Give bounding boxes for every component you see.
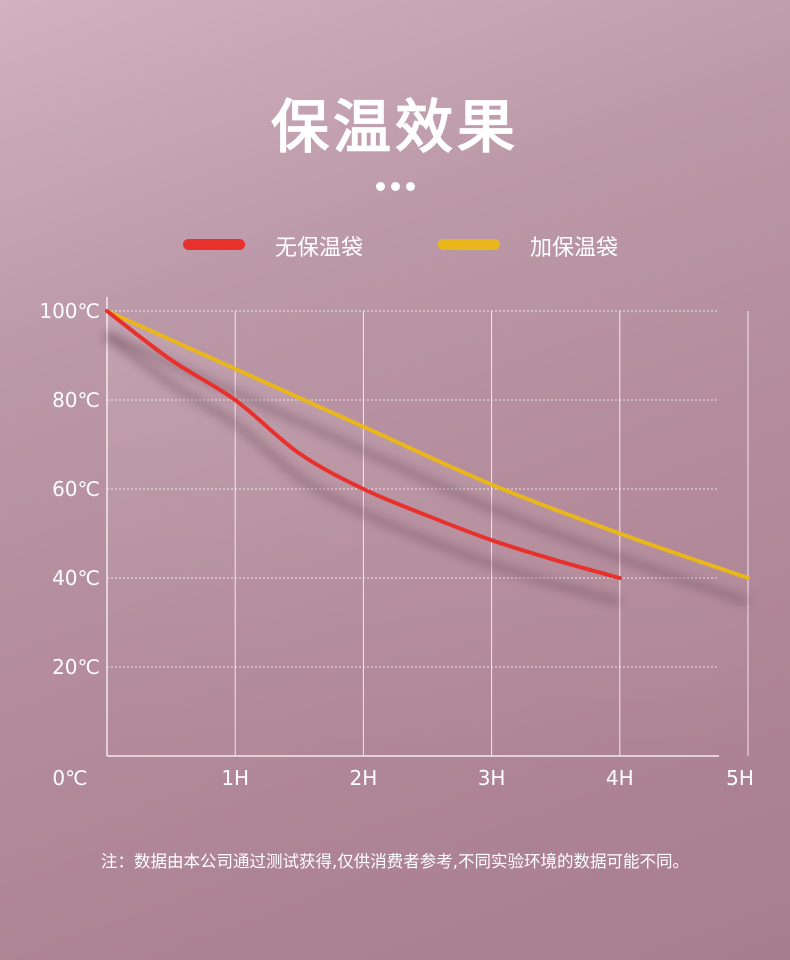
y-tick-label: 40℃ [52,566,100,590]
y-tick-label: 20℃ [52,655,100,679]
x-tick-label: 1H [221,766,249,790]
tick-labels: 20℃ 40℃ 60℃ 80℃ 100℃ 0℃ 1H 2H 3H 4H 5H [39,299,754,790]
footnote: 注：数据由本公司通过测试获得,仅供消费者参考,不同实验环境的数据可能不同。 [101,852,689,871]
y-tick-label: 60℃ [52,477,100,501]
x-tick-label: 3H [478,766,506,790]
legend-swatch-yellow [438,239,500,250]
series-shadow-0 [104,332,621,606]
x-tick-label: 4H [606,766,634,790]
series-line-0 [105,309,622,580]
dot [375,182,385,191]
area-wash [107,311,748,756]
dot [390,182,400,191]
chart-series [105,309,750,580]
x-tick-label: 5H [726,766,754,790]
series-shadow-1 [105,331,750,606]
chart-legend: 无保温袋 加保温袋 [0,226,790,266]
dot [405,182,415,191]
x-tick-label: 2H [350,766,378,790]
legend-label-with-bag: 加保温袋 [530,236,619,261]
series-line-1 [105,309,750,580]
y-tick-label: 80℃ [52,388,100,412]
legend-label-without-bag: 无保温袋 [275,236,364,261]
page-title: 保温效果 [270,93,519,161]
curve-shadows [104,311,750,756]
y-tick-label: 100℃ [39,299,100,323]
legend-swatch-red [183,239,245,250]
x-tick-label: 0℃ [52,766,87,790]
title-divider-dots [0,176,790,195]
